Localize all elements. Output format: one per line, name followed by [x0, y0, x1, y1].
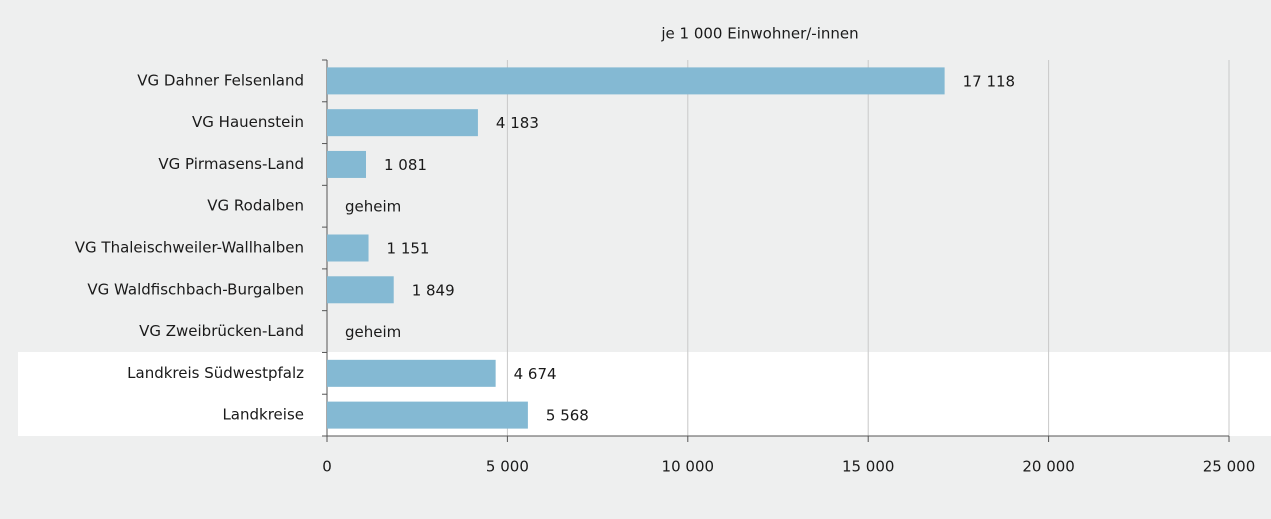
y-tick-label: Landkreis Südwestpfalz [127, 364, 304, 382]
x-tick-label: 5 000 [486, 458, 529, 476]
y-tick-label: VG Waldfischbach-Burgalben [87, 280, 304, 298]
value-label: 5 568 [546, 407, 589, 425]
value-label: 4 183 [496, 114, 539, 132]
value-label: 1 151 [387, 240, 430, 258]
y-tick-label: VG Dahner Felsenland [137, 71, 304, 89]
x-tick-label: 15 000 [842, 458, 895, 476]
bar [327, 234, 369, 262]
y-tick-label: VG Rodalben [207, 197, 304, 215]
y-tick-label: VG Thaleischweiler-Wallhalben [75, 239, 304, 257]
bar [327, 276, 394, 304]
x-tick-label: 25 000 [1203, 458, 1256, 476]
value-label: 17 118 [963, 72, 1016, 90]
value-label: 1 849 [412, 281, 455, 299]
bar [327, 67, 945, 95]
x-tick-label: 20 000 [1022, 458, 1075, 476]
y-tick-label: VG Zweibrücken-Land [139, 322, 304, 340]
bar [327, 359, 496, 387]
bar [327, 401, 528, 429]
y-tick-label: VG Pirmasens-Land [158, 155, 304, 173]
value-label: geheim [345, 323, 401, 341]
highlight-band [18, 352, 1271, 436]
chart-title: je 1 000 Einwohner/-innen [660, 25, 858, 43]
bar [327, 150, 367, 178]
value-label: geheim [345, 198, 401, 216]
value-label: 1 081 [384, 156, 427, 174]
value-label: 4 674 [514, 365, 557, 383]
y-tick-label: Landkreise [222, 406, 304, 424]
x-tick-label: 10 000 [662, 458, 715, 476]
bar [327, 109, 478, 137]
y-tick-label: VG Hauenstein [192, 113, 304, 131]
x-tick-label: 0 [322, 458, 332, 476]
